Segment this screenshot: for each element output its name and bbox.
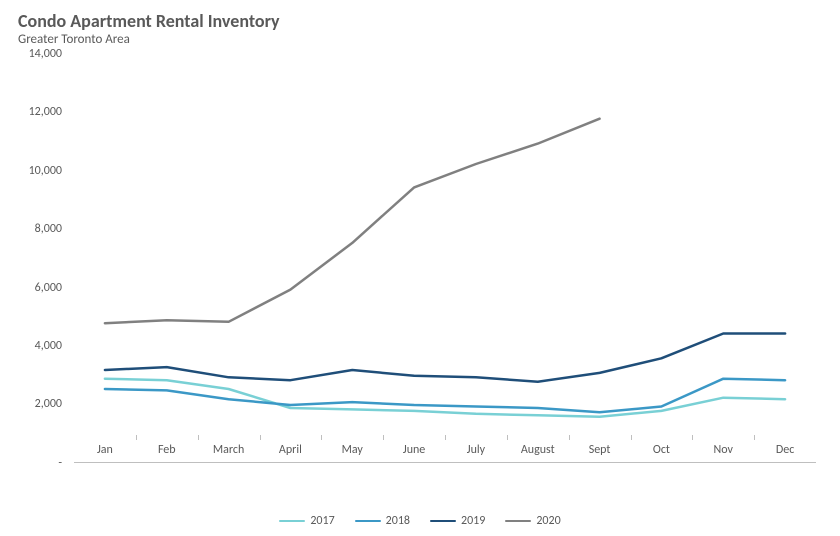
y-tick-label: 4,000	[35, 339, 62, 353]
legend: 2017 2018 2019 2020	[0, 512, 840, 528]
legend-label: 2019	[461, 514, 485, 528]
chart-title: Condo Apartment Rental Inventory	[18, 12, 822, 32]
x-tick-label: Dec	[776, 443, 794, 457]
x-tick-mark	[445, 435, 446, 440]
x-tick-mark	[692, 435, 693, 440]
y-tick-label: 2,000	[35, 397, 62, 411]
y-tick-label: 14,000	[29, 47, 62, 61]
legend-item-2020: 2020	[505, 514, 560, 528]
x-tick-mark	[754, 435, 755, 440]
y-tick-label: -	[58, 456, 62, 470]
legend-swatch	[355, 520, 381, 523]
legend-item-2018: 2018	[355, 514, 410, 528]
y-tick-label: 6,000	[35, 281, 62, 295]
x-tick-mark	[198, 435, 199, 440]
legend-swatch	[505, 520, 531, 523]
y-tick-label: 10,000	[29, 164, 62, 178]
x-tick-label: August	[521, 443, 555, 457]
chart-container: Condo Apartment Rental Inventory Greater…	[0, 0, 840, 536]
x-tick-label: Nov	[714, 443, 733, 457]
x-tick-label: Sept	[589, 443, 611, 457]
line-series-svg	[74, 53, 816, 462]
x-tick-mark	[136, 435, 137, 440]
x-tick-mark	[321, 435, 322, 440]
x-tick-label: July	[467, 443, 485, 457]
legend-label: 2017	[310, 514, 334, 528]
x-tick-mark	[260, 435, 261, 440]
legend-swatch	[430, 520, 456, 523]
legend-label: 2018	[386, 514, 410, 528]
x-tick-mark	[507, 435, 508, 440]
x-tick-label: Oct	[653, 443, 670, 457]
x-axis: JanFebMarchAprilMayJuneJulyAugustSeptOct…	[74, 465, 816, 493]
x-tick-label: March	[213, 443, 244, 457]
chart-canvas	[74, 53, 816, 463]
y-tick-label: 8,000	[35, 222, 62, 236]
x-tick-label: Feb	[158, 443, 176, 457]
y-axis: -2,0004,0006,0008,00010,00012,00014,000	[18, 53, 68, 463]
chart-subtitle: Greater Toronto Area	[18, 32, 822, 47]
x-tick-mark	[631, 435, 632, 440]
x-tick-mark	[383, 435, 384, 440]
legend-swatch	[279, 520, 305, 523]
x-tick-label: April	[279, 443, 302, 457]
series-line-2019	[105, 333, 785, 381]
series-line-2020	[105, 118, 600, 323]
plot-area: -2,0004,0006,0008,00010,00012,00014,000 …	[18, 53, 822, 493]
legend-label: 2020	[536, 514, 560, 528]
y-tick-label: 12,000	[29, 105, 62, 119]
x-tick-label: May	[342, 443, 363, 457]
x-tick-mark	[569, 435, 570, 440]
x-tick-label: June	[403, 443, 425, 457]
legend-item-2017: 2017	[279, 514, 334, 528]
x-tick-label: Jan	[97, 443, 113, 457]
legend-item-2019: 2019	[430, 514, 485, 528]
